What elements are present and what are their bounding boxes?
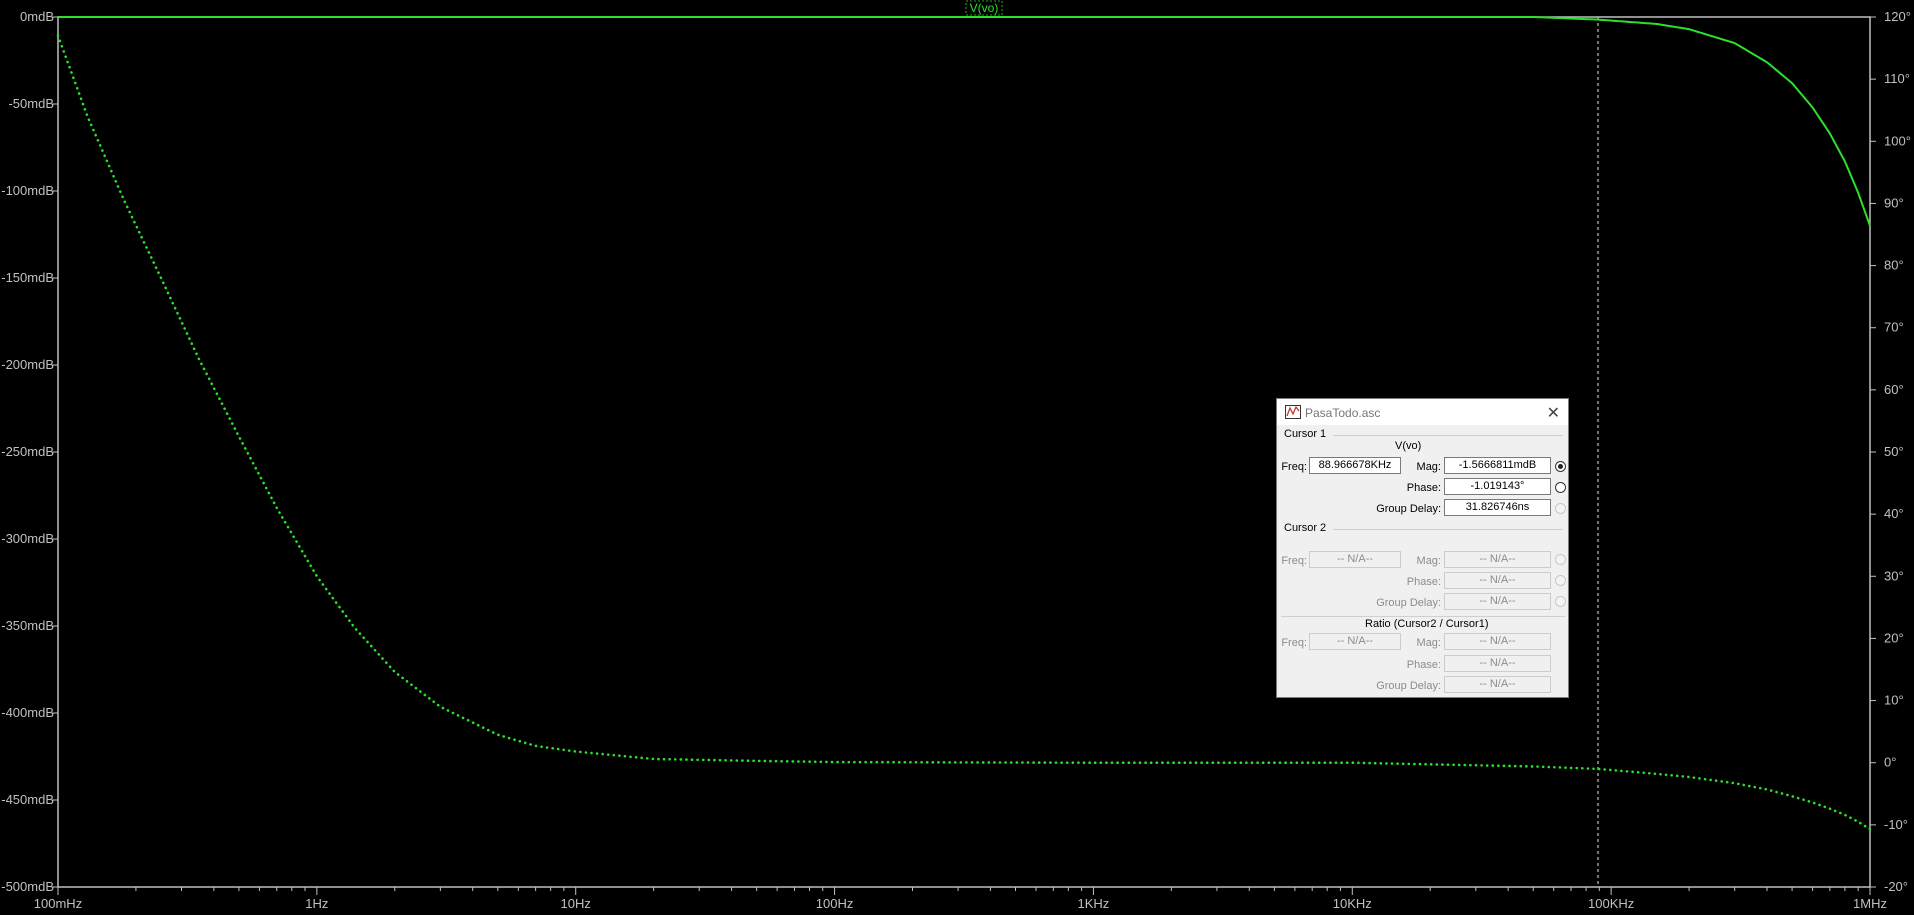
cursor2-freq-label: Freq:	[1281, 555, 1307, 567]
cursor2-group-label: Cursor 2	[1284, 522, 1327, 534]
right-tick-label: 70°	[1884, 320, 1904, 335]
right-tick-label: -10°	[1884, 817, 1908, 832]
ratio-freq-label: Freq:	[1281, 637, 1307, 649]
right-tick-label: 60°	[1884, 382, 1904, 397]
right-tick-label: 40°	[1884, 506, 1904, 521]
left-tick-label: -200mdB	[1, 357, 54, 372]
dialog-titlebar[interactable]: PasaTodo.asc ✕	[1277, 399, 1568, 425]
x-tick-label: 10Hz	[561, 896, 591, 911]
ratio-phase-field[interactable]: -- N/A--	[1444, 655, 1551, 672]
right-tick-label: 0°	[1884, 755, 1896, 770]
cursor1-trace-name: V(vo)	[1395, 440, 1422, 452]
left-tick-label: -450mdB	[1, 792, 54, 807]
left-tick-label: -50mdB	[8, 96, 54, 111]
cursor2-mag-radio[interactable]	[1555, 554, 1566, 565]
cursor1-group-label: Cursor 1	[1284, 428, 1327, 440]
trace-label-box	[965, 0, 1003, 16]
cursor1-mag-radio[interactable]	[1555, 461, 1566, 472]
x-tick-label: 1MHz	[1853, 896, 1887, 911]
cursor1-phase-field[interactable]: -1.019143°	[1444, 478, 1551, 495]
left-tick-label: -350mdB	[1, 618, 54, 633]
x-tick-label: 100mHz	[34, 896, 82, 911]
cursor2-freq-field[interactable]: -- N/A--	[1309, 551, 1401, 568]
cursor2-phase-label: Phase:	[1406, 576, 1441, 588]
right-tick-label: -20°	[1884, 879, 1908, 894]
cursor1-phase-radio[interactable]	[1555, 482, 1566, 493]
ltspice-app-icon	[1285, 405, 1301, 419]
cursor2-group-delay-radio[interactable]	[1555, 596, 1566, 607]
ratio-mag-field[interactable]: -- N/A--	[1444, 633, 1551, 650]
label-layer: V(vo)	[965, 0, 1003, 16]
left-tick-label: -400mdB	[1, 705, 54, 720]
right-tick-label: 120°	[1884, 9, 1911, 24]
left-tick-label: -150mdB	[1, 270, 54, 285]
trace-label: V(vo)	[970, 1, 999, 15]
cursor2-mag-label: Mag:	[1416, 555, 1441, 567]
right-tick-label: 10°	[1884, 693, 1904, 708]
right-tick-label: 90°	[1884, 195, 1904, 210]
ratio-group-delay-label: Group Delay:	[1376, 680, 1441, 692]
cursor2-phase-radio[interactable]	[1555, 575, 1566, 586]
left-tick-label: -100mdB	[1, 183, 54, 198]
ratio-freq-field[interactable]: -- N/A--	[1309, 633, 1401, 650]
right-tick-label: 80°	[1884, 258, 1904, 273]
x-tick-label: 1Hz	[305, 896, 328, 911]
right-tick-label: 20°	[1884, 630, 1904, 645]
cursor1-mag-label: Mag:	[1416, 461, 1441, 473]
x-tick-label: 100KHz	[1588, 896, 1634, 911]
ratio-group-divider	[1281, 616, 1565, 617]
left-tick-label: 0mdB	[20, 9, 54, 24]
x-tick-label: 100Hz	[816, 896, 854, 911]
cursor1-group-delay-label: Group Delay:	[1376, 503, 1441, 515]
cursor1-freq-label: Freq:	[1281, 461, 1307, 473]
axes: 0mdB -50mdB -100mdB -150mdB -200mdB -250mdB -3…	[1, 9, 1911, 911]
cursor2-group-divider	[1333, 529, 1563, 530]
phase-series-line	[56, 34, 1872, 831]
cursor1-group-delay-radio[interactable]	[1555, 503, 1566, 514]
right-tick-label: 50°	[1884, 444, 1904, 459]
magnitude-series-line	[58, 16, 1871, 227]
series-layer	[56, 16, 1872, 831]
right-tick-label: 30°	[1884, 568, 1904, 583]
left-tick-label: -300mdB	[1, 531, 54, 546]
ratio-group-delay-field[interactable]: -- N/A--	[1444, 676, 1551, 693]
close-icon[interactable]: ✕	[1546, 405, 1560, 422]
right-tick-label: 110°	[1884, 71, 1910, 86]
left-tick-label: -500mdB	[1, 879, 54, 894]
x-tick-label: 10KHz	[1333, 896, 1372, 911]
right-tick-label: 100°	[1884, 133, 1911, 148]
cursor2-group-delay-field[interactable]: -- N/A--	[1444, 593, 1551, 610]
cursor1-mag-field[interactable]: -1.5666811mdB	[1444, 457, 1551, 474]
cursor1-phase-label: Phase:	[1406, 482, 1441, 494]
cursor1-group-divider	[1333, 435, 1563, 436]
x-tick-label: 1KHz	[1078, 896, 1110, 911]
ratio-phase-label: Phase:	[1406, 659, 1441, 671]
cursor-dialog[interactable]: PasaTodo.asc ✕ Cursor 1 V(vo) Freq: 88.9…	[1276, 398, 1569, 698]
cursor2-group-delay-label: Group Delay:	[1376, 597, 1441, 609]
ratio-group-label: Ratio (Cursor2 / Cursor1)	[1365, 618, 1489, 630]
cursor2-phase-field[interactable]: -- N/A--	[1444, 572, 1551, 589]
cursor2-mag-field[interactable]: -- N/A--	[1444, 551, 1551, 568]
ratio-mag-label: Mag:	[1416, 637, 1441, 649]
left-tick-label: -250mdB	[1, 444, 54, 459]
cursor1-freq-field[interactable]: 88.966678KHz	[1309, 457, 1401, 474]
cursor1-group-delay-field[interactable]: 31.826746ns	[1444, 499, 1551, 516]
dialog-title: PasaTodo.asc	[1305, 406, 1381, 420]
